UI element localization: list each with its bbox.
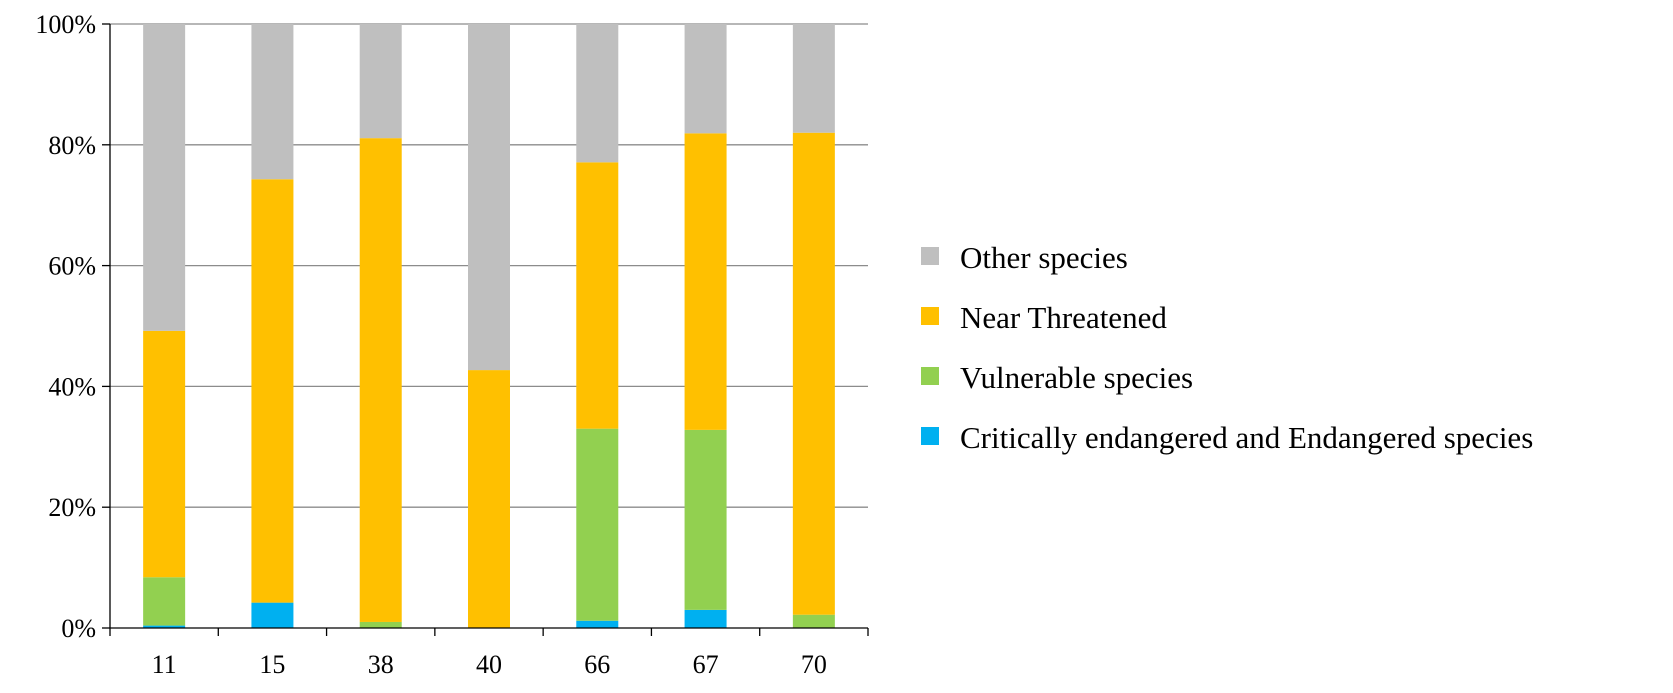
y-tick-label: 0% xyxy=(61,614,96,643)
x-tick-label: 67 xyxy=(693,650,719,679)
y-tick-label: 80% xyxy=(48,131,96,160)
legend-label: Near Threatened xyxy=(960,300,1167,335)
bar-segment xyxy=(251,24,294,180)
bars xyxy=(143,24,835,628)
y-tick-label: 20% xyxy=(48,493,96,522)
bar-segment xyxy=(792,24,835,133)
bar-segment xyxy=(143,577,186,626)
bar-segment xyxy=(251,179,294,603)
bar-segment xyxy=(359,138,402,622)
x-tick-label: 38 xyxy=(368,650,394,679)
y-tick-label: 40% xyxy=(48,372,96,401)
legend-swatch xyxy=(921,247,939,265)
x-tick-label: 15 xyxy=(259,650,285,679)
bar-segment xyxy=(468,370,510,628)
y-tick-label: 100% xyxy=(35,10,96,39)
bar-segment xyxy=(359,621,402,628)
bar-segment xyxy=(576,162,619,429)
axes: 0% 20% 40% 60% 80% 100% 11 15 38 40 66 67 70 xyxy=(35,10,869,679)
x-tick-label: 40 xyxy=(476,650,502,679)
legend-swatch xyxy=(921,367,939,385)
bar-segment xyxy=(359,24,402,139)
bar-segment xyxy=(684,609,727,628)
legend-swatch xyxy=(921,427,939,445)
bar-segment xyxy=(143,625,186,628)
legend: Other species Near Threatened Vulnerable s… xyxy=(921,240,1533,455)
legend-label: Vulnerable species xyxy=(960,360,1193,395)
x-tick-label: 66 xyxy=(584,650,610,679)
legend-label: Critically endangered and Endangered spe… xyxy=(960,420,1533,455)
bar-segment xyxy=(576,24,619,163)
x-tick-label: 70 xyxy=(801,650,827,679)
legend-swatch xyxy=(921,307,939,325)
bar-segment xyxy=(684,133,727,430)
legend-label: Other species xyxy=(960,240,1128,275)
bar-segment xyxy=(792,132,835,615)
bar-segment xyxy=(143,330,186,578)
bar-segment xyxy=(792,614,835,628)
x-tick-label: 11 xyxy=(152,650,177,679)
bar-segment xyxy=(143,24,186,331)
y-tick-label: 60% xyxy=(48,252,96,281)
bar-segment xyxy=(251,602,294,628)
bar-segment xyxy=(576,620,619,628)
bar-segment xyxy=(684,429,727,610)
bar-segment xyxy=(684,24,727,134)
bar-segment xyxy=(576,428,619,621)
bar-segment xyxy=(468,24,510,371)
